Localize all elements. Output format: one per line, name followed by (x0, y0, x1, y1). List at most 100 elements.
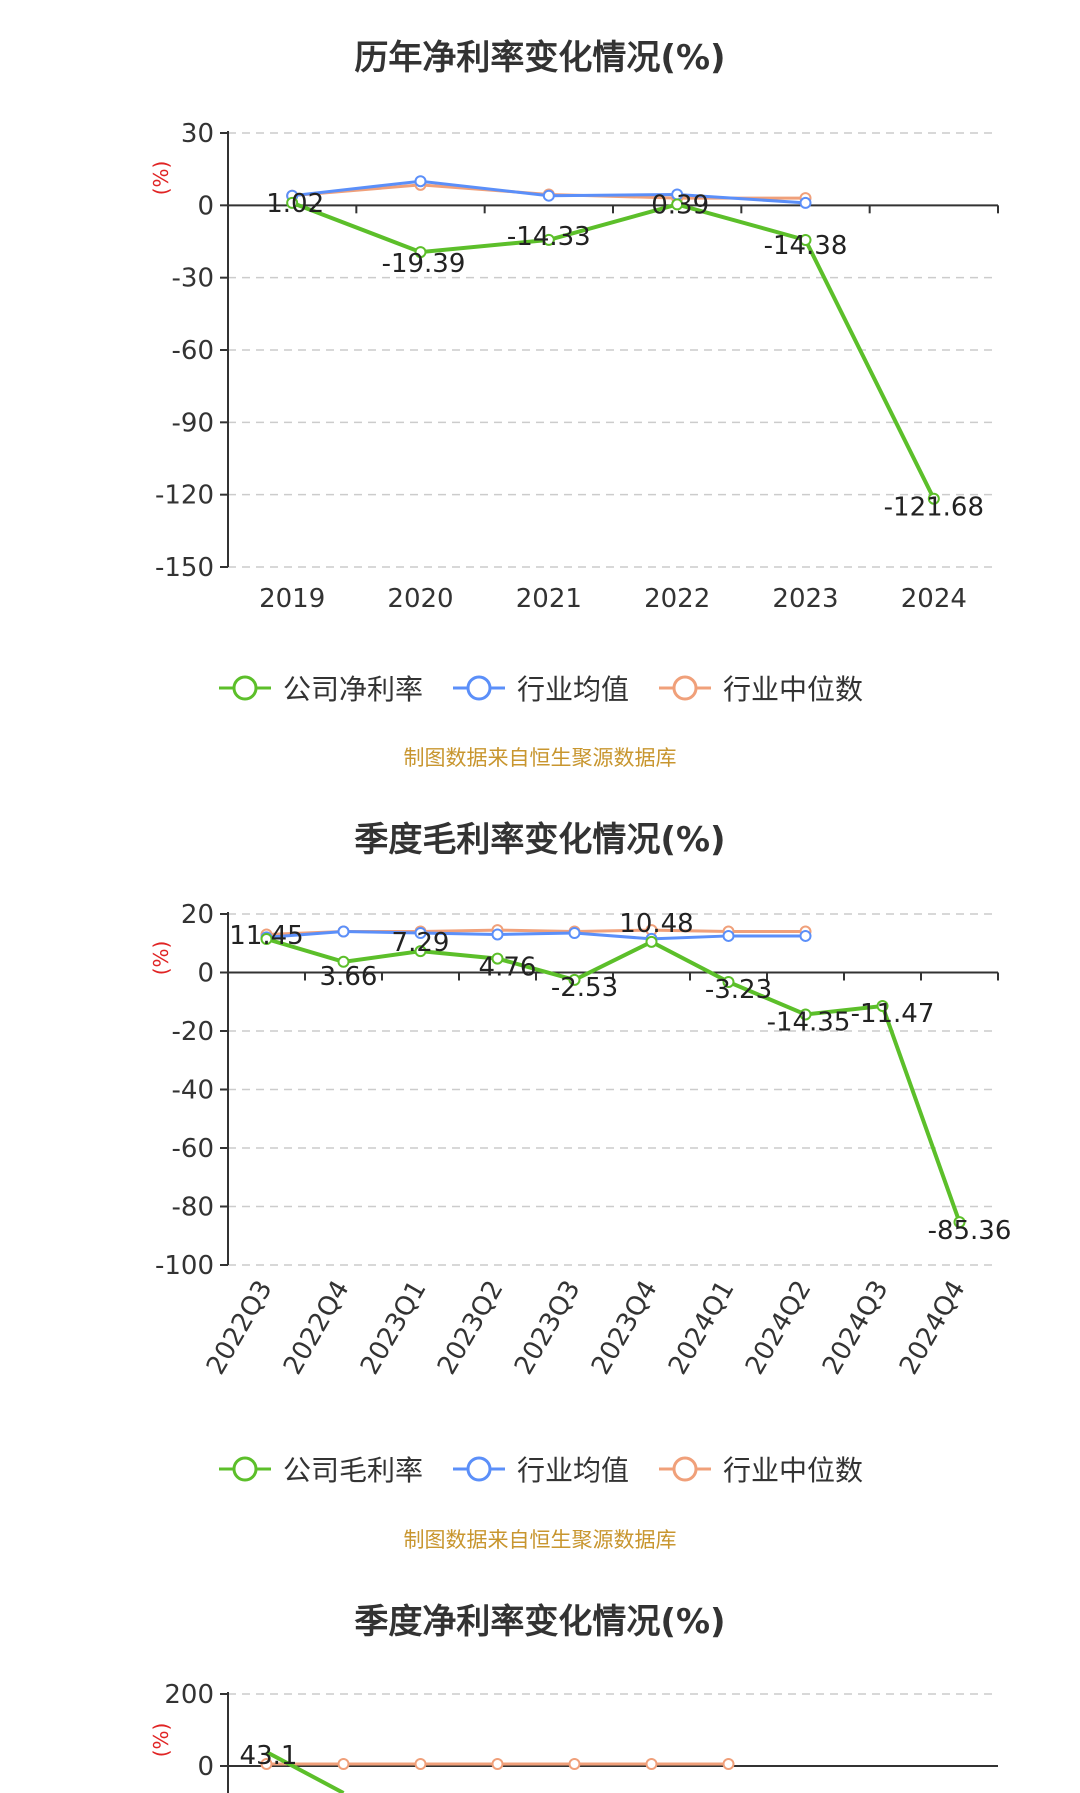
data-label: -3.23 (705, 975, 772, 1005)
legend2-company-icon (218, 1456, 271, 1482)
chart1-plot: 30 0 -30 -60 -90 -120 -150 (%) 2019 2020 2021 2022 2… (149, 119, 999, 614)
y-tick-label: -60 (172, 336, 214, 366)
chart1-legend[interactable]: 公司净利率 行业均值 行业中位数 (0, 668, 1080, 708)
y-axis-label: (%) (149, 161, 173, 196)
data-label: -11.47 (851, 999, 935, 1029)
data-label: 3.66 (320, 962, 378, 992)
series-point-0 (414, 246, 427, 259)
chart2-title: 季度毛利率变化情况(%) (354, 820, 726, 860)
series-point-1 (568, 927, 581, 940)
series-point-2 (568, 1758, 581, 1770)
series-point-1 (722, 929, 735, 942)
y-tick-label: -150 (155, 553, 214, 583)
series-point-2 (491, 1758, 504, 1770)
y-tick-label: 200 (164, 1680, 214, 1710)
data-label: -14.35 (767, 1007, 851, 1037)
y-tick-label: 0 (197, 959, 214, 989)
series-line-0 (265, 937, 962, 1223)
series-point-2 (337, 1758, 350, 1770)
legend-avg-label: 行业均值 (516, 673, 629, 706)
data-label: 11.45 (229, 921, 303, 951)
y-tick-label: -30 (172, 264, 214, 294)
series-point-0 (799, 1008, 812, 1021)
data-label: 7.29 (392, 928, 450, 958)
series-line-0 (291, 201, 936, 500)
y-tick-label: -80 (172, 1193, 214, 1223)
series-point-0 (876, 1000, 889, 1013)
series-point-2 (260, 1758, 273, 1770)
chart2-legend[interactable]: 公司毛利率 行业均值 行业中位数 (0, 1449, 1080, 1489)
legend2-median-label: 行业中位数 (723, 1454, 864, 1487)
series-point-0 (260, 933, 273, 946)
data-label: -14.33 (507, 222, 591, 252)
y-tick-label: -90 (172, 408, 214, 438)
series-point-0 (953, 1216, 966, 1229)
legend-median-label: 行业中位数 (723, 673, 864, 706)
series-point-0 (799, 234, 812, 247)
series-point-0 (542, 233, 555, 246)
legend-median-icon (659, 675, 711, 701)
series-point-0 (286, 196, 299, 209)
series-point-1 (414, 175, 427, 188)
legend2-median-icon (659, 1456, 711, 1482)
series-point-0 (568, 973, 581, 986)
data-label: 43.1 (240, 1741, 298, 1771)
x-tick-label: 2020 (387, 584, 453, 614)
y-tick-label: 0 (197, 1752, 214, 1782)
chart1-source: 制图数据来自恒生聚源数据库 (403, 746, 677, 770)
y-tick-label: -100 (155, 1251, 214, 1281)
legend2-avg-icon (452, 1456, 505, 1482)
series-point-1 (799, 929, 812, 942)
legend-avg-icon (452, 675, 505, 701)
legend2-avg[interactable]: 行业均值 (451, 1449, 629, 1489)
series-line-1 (266, 930, 806, 941)
series-point-1 (491, 928, 504, 941)
legend-median[interactable]: 行业中位数 (657, 668, 863, 708)
chart2-plot: 200-20-40-60-80-100(%)2022Q3 2022Q4 2023Q1… (149, 900, 1012, 1380)
series-point-0 (722, 975, 735, 988)
legend-avg[interactable]: 行业均值 (451, 668, 629, 708)
legend-company[interactable]: 公司净利率 (217, 668, 423, 708)
legend2-company[interactable]: 公司毛利率 (217, 1449, 423, 1489)
legend-company-label: 公司净利率 (282, 673, 423, 706)
series-point-0 (671, 198, 684, 211)
y-tick-label: 0 (197, 191, 214, 221)
y-tick-label: -60 (172, 1134, 214, 1164)
series-point-1 (337, 925, 350, 938)
x-tick-label: 2023 (772, 584, 838, 614)
y-tick-label: 20 (181, 900, 214, 930)
legend2-company-label: 公司毛利率 (282, 1454, 423, 1487)
series-point-0 (491, 952, 504, 965)
legend-company-icon (218, 675, 271, 701)
data-label: -121.68 (884, 493, 984, 523)
x-tick-label: 2021 (516, 584, 582, 614)
series-point-1 (799, 196, 812, 209)
series-point-0 (337, 955, 350, 968)
data-label: -14.38 (764, 231, 848, 261)
data-label: 10.48 (619, 909, 693, 939)
series-point-0 (645, 935, 658, 948)
chart2-source: 制图数据来自恒生聚源数据库 (403, 1528, 677, 1552)
data-label: -2.53 (551, 973, 618, 1003)
y-axis-label: (%) (149, 1723, 173, 1758)
series-point-1 (542, 189, 555, 202)
y-tick-label: 30 (181, 119, 214, 149)
series-point-2 (722, 1758, 735, 1770)
data-label: 4.76 (479, 953, 537, 983)
chart3-title: 季度净利率变化情况(%) (354, 1602, 726, 1642)
data-label: -85.36 (928, 1216, 1012, 1246)
legend2-median[interactable]: 行业中位数 (657, 1449, 863, 1489)
y-axis-label: (%) (149, 941, 173, 976)
series-point-0 (414, 945, 427, 958)
legend2-avg-label: 行业均值 (516, 1454, 629, 1487)
x-tick-label: 2022 (644, 584, 710, 614)
x-tick-label: 2019 (259, 584, 325, 614)
series-point-2 (414, 1758, 427, 1770)
y-tick-label: -120 (155, 481, 214, 511)
series-point-2 (645, 1758, 658, 1770)
data-label: -19.39 (382, 249, 466, 279)
chart1-title: 历年净利率变化情况(%) (354, 38, 726, 78)
series-point-1 (414, 927, 427, 940)
data-label: 1.02 (266, 189, 324, 219)
